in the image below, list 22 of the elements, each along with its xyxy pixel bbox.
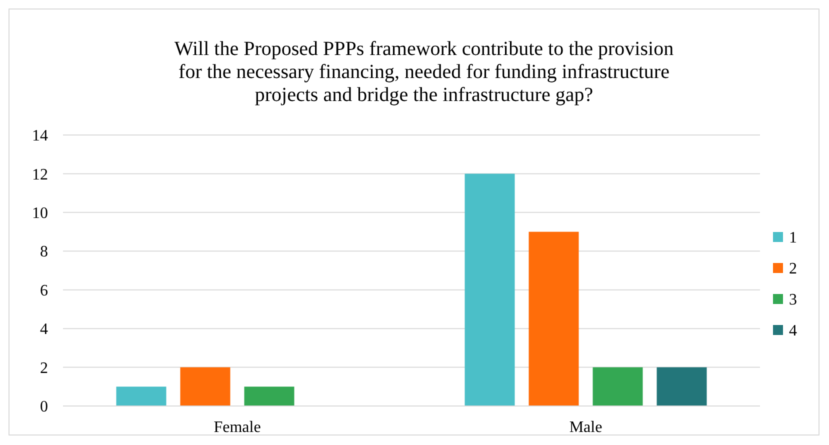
y-tick-label: 14 — [32, 128, 48, 145]
x-tick-label: Female — [214, 419, 261, 436]
bar — [464, 174, 515, 406]
y-tick-label: 2 — [40, 360, 48, 377]
chart-title: Will the Proposed PPPs framework contribute to the provision for the necessary financing, needed for funding infrastructure projects and bridge the infrastructure gap? — [174, 38, 674, 106]
bar — [592, 367, 643, 406]
bar — [656, 367, 707, 406]
bar — [180, 367, 230, 406]
legend-label: 3 — [789, 292, 797, 309]
y-tick-label: 0 — [40, 398, 48, 416]
bar — [244, 386, 294, 406]
x-tick-label: Male — [569, 419, 602, 436]
bar — [116, 386, 166, 406]
y-tick-label: 10 — [32, 205, 48, 222]
bar — [528, 232, 579, 406]
y-tick-label: 8 — [40, 244, 48, 261]
legend-label: 2 — [789, 260, 797, 278]
y-tick-label: 6 — [40, 282, 48, 300]
legend-label: 1 — [789, 230, 797, 247]
legend-label: 4 — [789, 322, 797, 340]
y-tick-label: 12 — [32, 166, 48, 184]
y-tick-label: 4 — [40, 321, 48, 338]
